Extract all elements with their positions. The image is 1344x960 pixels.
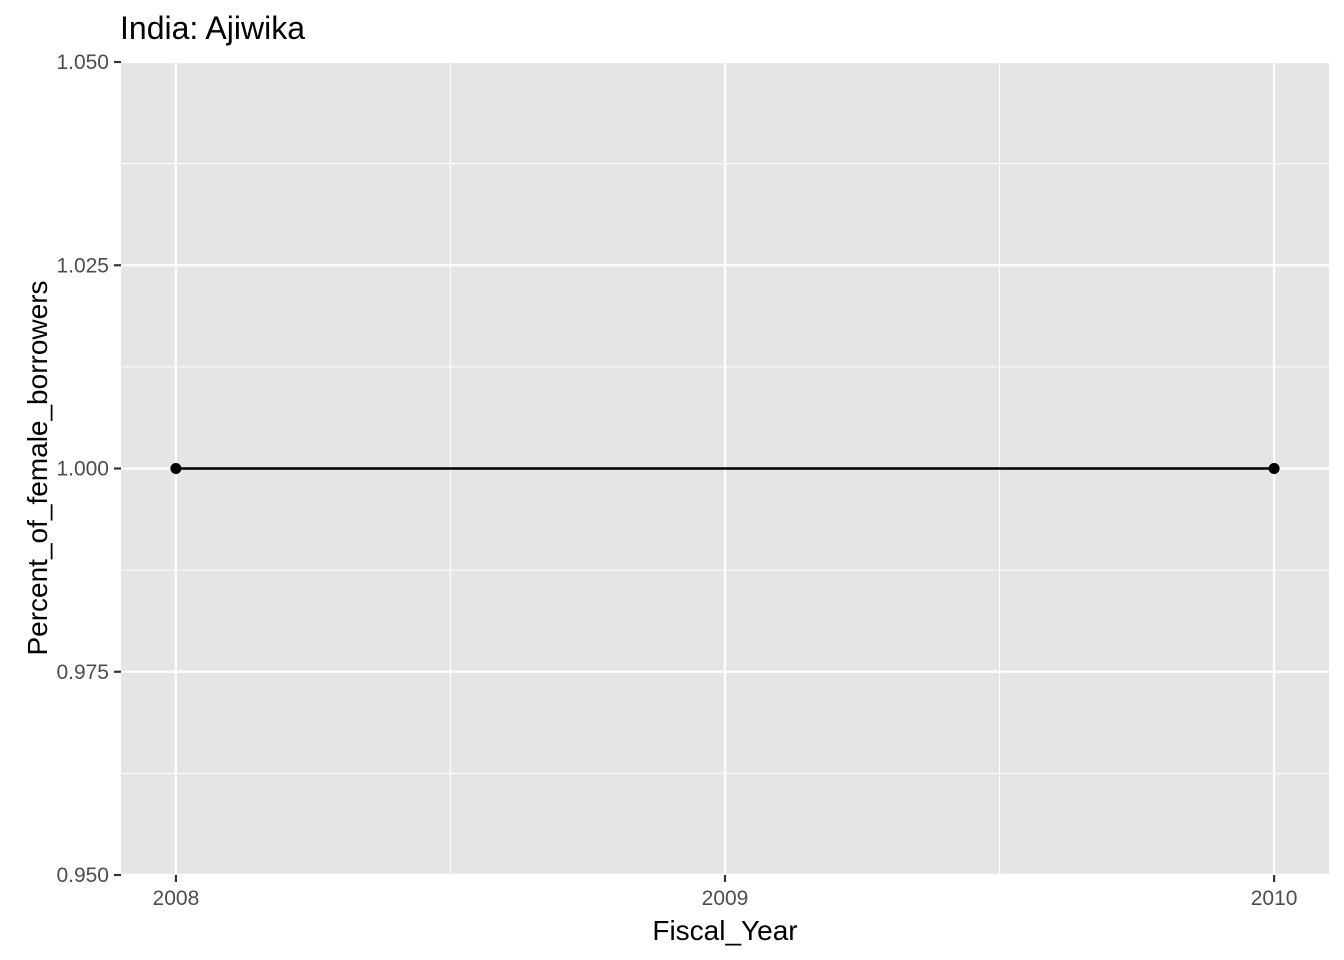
chart-title: India: Ajiwika — [120, 10, 305, 46]
data-point — [170, 463, 182, 474]
y-tick-label: 1.000 — [56, 458, 109, 481]
series-layer — [170, 463, 1280, 474]
data-point — [1268, 463, 1280, 474]
y-axis: 0.950 0.975 1.000 1.025 1.050 — [56, 51, 121, 887]
x-axis: 2008 2009 2010 — [153, 875, 1298, 910]
x-axis-title: Fiscal_Year — [652, 915, 797, 946]
y-tick-label: 0.950 — [56, 864, 109, 887]
x-tick-label: 2008 — [153, 887, 200, 910]
x-tick-label: 2009 — [702, 887, 749, 910]
y-tick-label: 0.975 — [56, 661, 109, 684]
x-tick-label: 2010 — [1251, 887, 1298, 910]
y-axis-title: Percent_of_female_borrowers — [22, 280, 53, 655]
y-tick-label: 1.050 — [56, 51, 109, 74]
y-tick-label: 1.025 — [56, 254, 109, 277]
